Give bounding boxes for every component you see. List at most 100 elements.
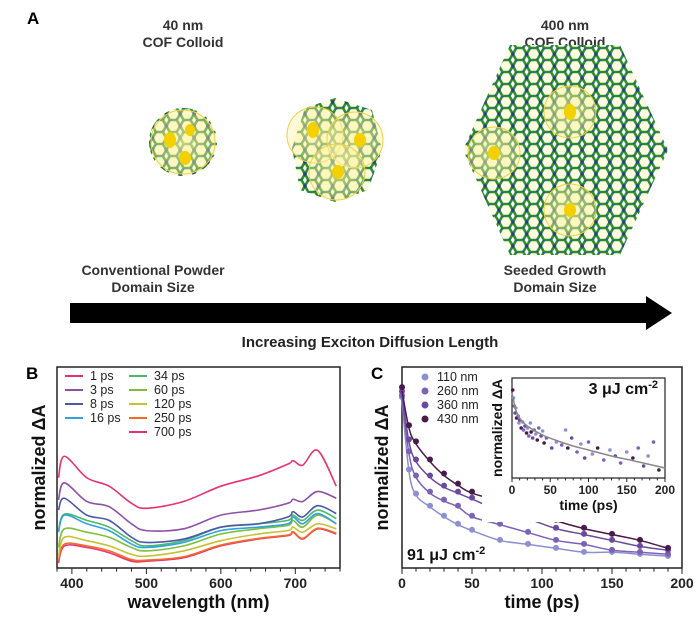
- inset-data-point: [618, 461, 623, 465]
- legend-label: 1 ps: [90, 369, 114, 383]
- data-point: [497, 536, 503, 543]
- inset-data-point: [524, 431, 529, 435]
- series-line-250ps: [57, 527, 337, 562]
- chart-b: 400 500 600 700 wavelength (nm) normalized ΔA…: [29, 366, 341, 612]
- data-point: [469, 494, 475, 501]
- legend-label: 16 ps: [90, 411, 121, 425]
- data-point: [441, 512, 447, 519]
- small-colloid: [149, 108, 217, 176]
- panel-c-label: C: [371, 364, 384, 383]
- legend-label: 430 nm: [437, 412, 479, 426]
- chart-c: 0 50 100 150 200 time (ps) normalized ΔA 110 nm…: [372, 366, 694, 612]
- data-point: [413, 490, 419, 497]
- x-tick-label: 100: [578, 483, 598, 497]
- x-tick-label: 600: [209, 575, 233, 591]
- data-point: [427, 488, 433, 495]
- inset-data-point: [566, 446, 570, 450]
- data-point: [427, 456, 433, 463]
- legend-item: 34 ps: [129, 369, 185, 383]
- inset-fluence-annotation: 3 μJ cm-2: [589, 379, 658, 398]
- inset-data-point: [608, 448, 612, 452]
- inset-data-point: [646, 454, 650, 458]
- data-point: [399, 384, 405, 391]
- colloid-illustration: [149, 45, 668, 255]
- panel-a-label: A: [27, 9, 40, 28]
- inset-data-point: [535, 438, 540, 442]
- legend-label: 34 ps: [154, 369, 185, 383]
- inset-data-point: [540, 429, 545, 433]
- data-point: [441, 482, 447, 489]
- left-caption-line2: Domain Size: [111, 279, 195, 295]
- inset-data-point: [602, 458, 606, 462]
- inset-data-point: [590, 452, 595, 456]
- inset-data-point: [528, 421, 533, 425]
- small-colloid-title: 40 nm COF Colloid: [113, 17, 253, 51]
- inset-data-point: [569, 436, 574, 440]
- inset-data-point: [579, 442, 583, 446]
- inset-data-point: [631, 456, 635, 460]
- inset-data-point: [582, 456, 587, 460]
- inset-data-point: [657, 468, 661, 472]
- data-point: [413, 456, 419, 463]
- legend-item: 360 nm: [421, 398, 479, 412]
- legend-label: 360 nm: [437, 398, 479, 412]
- data-point: [553, 524, 559, 531]
- small-colloid-size: 40 nm: [162, 17, 204, 33]
- data-point: [441, 496, 447, 503]
- legend-marker: [421, 373, 429, 381]
- inset-data-point: [549, 446, 554, 450]
- x-tick-label: 200: [655, 483, 675, 497]
- data-point: [469, 526, 475, 533]
- x-axis-label: wavelength (nm): [126, 592, 269, 612]
- data-point: [497, 520, 503, 527]
- legend-item: 16 ps: [65, 411, 121, 425]
- data-point: [469, 512, 475, 519]
- inset-data-point: [586, 440, 591, 444]
- legend-item: 430 nm: [421, 412, 479, 426]
- inset-data-point: [651, 440, 656, 444]
- left-caption-line1: Conventional Powder: [81, 262, 225, 278]
- data-point: [455, 488, 461, 495]
- right-caption: Seeded Growth Domain Size: [455, 262, 655, 296]
- series-line-16ps: [57, 512, 337, 549]
- legend-item: 1 ps: [65, 369, 114, 383]
- data-point: [553, 544, 559, 551]
- inset-fluence-value: 3: [589, 381, 602, 398]
- legend-label: 8 ps: [90, 397, 114, 411]
- legend-label: 120 ps: [154, 397, 192, 411]
- inset-fluence-unit: μJ cm: [602, 381, 648, 398]
- panel-b-label: B: [26, 364, 39, 383]
- data-point: [581, 548, 587, 555]
- data-point: [609, 536, 615, 543]
- inset-data-point: [517, 421, 521, 425]
- left-caption: Conventional Powder Domain Size: [53, 262, 253, 296]
- large-colloid-size: 400 nm: [540, 17, 590, 33]
- data-point: [637, 548, 643, 555]
- y-axis-label: normalized ΔA: [372, 405, 392, 531]
- medium-colloid: [286, 98, 384, 202]
- series-line-60ps: [57, 514, 337, 552]
- legend-item: 120 ps: [129, 397, 192, 411]
- y-axis-label: normalized ΔA: [489, 379, 505, 477]
- inset-data-point: [521, 428, 526, 432]
- data-point: [455, 502, 461, 509]
- legend-label: 700 ps: [154, 425, 192, 439]
- data-point: [406, 422, 412, 429]
- inset-data-point: [536, 426, 541, 430]
- legend-item: 8 ps: [65, 397, 114, 411]
- data-point: [525, 540, 531, 547]
- legend-item: 250 ps: [129, 411, 192, 425]
- data-point: [609, 546, 615, 553]
- legend-label: 110 nm: [437, 370, 478, 384]
- inset-data-point: [527, 434, 531, 438]
- x-tick-label: 500: [135, 575, 159, 591]
- legend-label: 3 ps: [90, 383, 114, 397]
- legend-item: 110 nm: [421, 370, 478, 384]
- x-tick-label: 150: [600, 575, 624, 591]
- inset-data-point: [641, 464, 646, 468]
- x-tick-label: 50: [464, 575, 480, 591]
- data-point: [525, 528, 531, 535]
- data-point: [581, 530, 587, 537]
- x-axis-label: time (ps): [559, 497, 617, 513]
- inset-data-point: [510, 388, 515, 392]
